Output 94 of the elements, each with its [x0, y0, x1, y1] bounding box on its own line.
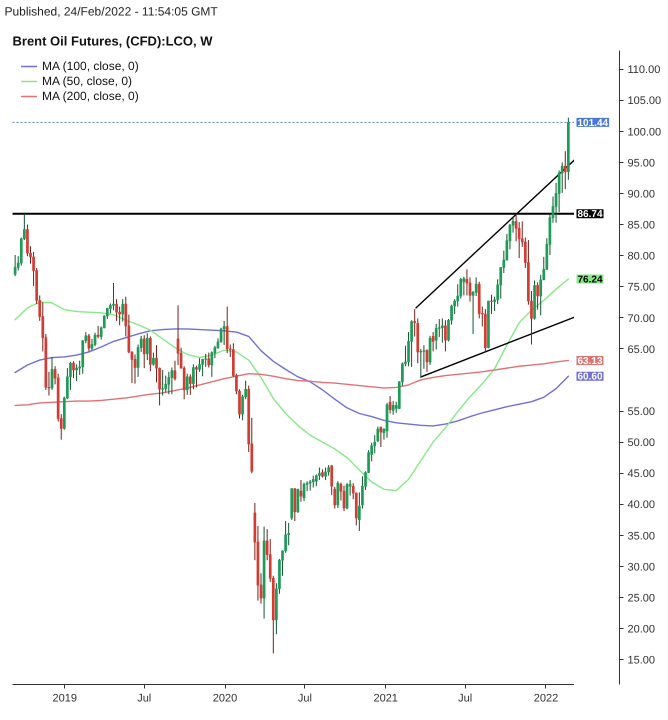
candlestick [170, 367, 174, 395]
candlestick [380, 426, 382, 448]
candlestick [207, 352, 210, 368]
y-tick-label: 65.00 [628, 344, 656, 356]
data-label: 63.13 [578, 356, 603, 367]
x-tick-label: 2019 [52, 692, 77, 704]
line-series [14, 328, 570, 427]
candlestick [134, 354, 136, 384]
candlestick [419, 348, 422, 379]
candlestick [388, 396, 392, 414]
y-tick-label: 75.00 [628, 282, 656, 294]
y-tick-label: 15.00 [628, 654, 656, 667]
legend-label: MA (100, close, 0) [42, 59, 139, 73]
candlestick [96, 325, 100, 339]
y-tick-label: 70.00 [628, 312, 656, 325]
x-tick-label: Jul [458, 692, 472, 704]
candlestick [444, 320, 447, 352]
candlestick [462, 276, 466, 296]
candlestick [14, 254, 16, 277]
candlestick [186, 373, 189, 396]
candlestick [161, 369, 164, 396]
y-tick-label: 45.00 [628, 468, 656, 480]
candlestick [440, 318, 444, 344]
y-tick-label: 20.00 [628, 624, 656, 636]
y-tick-label: 25.00 [628, 592, 656, 604]
candlestick [536, 282, 539, 310]
y-tick-label: 110.00 [628, 64, 660, 76]
line-series [14, 360, 570, 406]
candlestick [296, 488, 300, 514]
candlestick [428, 335, 432, 366]
candlestick [94, 332, 96, 347]
x-tick-label: 2022 [534, 692, 558, 704]
candlestick [434, 323, 438, 350]
candlestick [410, 320, 413, 368]
y-tick-label: 95.00 [628, 157, 656, 170]
x-tick-label: Jul [137, 692, 152, 704]
candlestick [152, 352, 155, 366]
candlestick [192, 364, 195, 390]
candlestick [392, 400, 395, 416]
y-tick-label: 85.00 [628, 220, 656, 232]
chart-title: Brent Oil Futures, (CFD):LCO, W [12, 34, 214, 48]
candlestick [176, 304, 180, 366]
candlestick [226, 306, 229, 354]
y-tick-label: 80.00 [628, 250, 656, 263]
y-tick-label: 55.00 [628, 406, 656, 418]
text: Published, 24/Feb/2022 - 11:54:05 GMT [4, 4, 218, 18]
candlestick [75, 364, 78, 382]
y-tick-label: 100.00 [628, 126, 662, 138]
candlestick [174, 360, 176, 382]
candlestick [342, 485, 346, 512]
candlestick [115, 298, 118, 322]
candlestick [346, 482, 348, 510]
candlestick [195, 365, 198, 388]
candlestick [324, 467, 327, 481]
candlestick [167, 371, 170, 395]
candlestick [204, 353, 208, 368]
candlestick [327, 464, 330, 476]
candlestick [50, 356, 54, 390]
candlestick [201, 358, 204, 377]
x-tick-label: Jul [298, 692, 312, 704]
ref-line-label: 86.74 [578, 209, 603, 220]
candlestick [432, 332, 434, 352]
candlestick [312, 475, 315, 488]
candlestick [112, 282, 115, 311]
candlestick [142, 334, 146, 369]
candlestick [72, 360, 75, 379]
y-tick-label: 105.00 [628, 95, 662, 108]
candlestick [336, 480, 340, 508]
candlestick [302, 482, 306, 502]
candlestick [146, 332, 149, 361]
x-tick-label: 2020 [212, 692, 238, 704]
y-tick-label: 35.00 [628, 530, 656, 542]
candlestick [121, 298, 124, 322]
line-series [14, 278, 570, 492]
y-tick-label: 40.00 [628, 499, 656, 512]
y-tick-label: 30.00 [628, 561, 656, 574]
y-tick-label: 90.00 [628, 188, 656, 200]
candlestick [564, 150, 567, 190]
candlestick [188, 374, 192, 396]
candlestick [222, 320, 226, 346]
legend-label: MA (50, close, 0) [42, 74, 132, 88]
data-label: 60.60 [578, 372, 603, 383]
candlestick [198, 358, 201, 372]
candlestick [300, 480, 302, 502]
x-tick-label: 2021 [373, 692, 398, 704]
legend-label: MA (200, close, 0) [42, 89, 139, 103]
candlestick [308, 480, 312, 492]
data-label: 76.24 [578, 274, 603, 286]
candlestick [293, 488, 296, 522]
y-tick-label: 50.00 [628, 437, 656, 450]
candlestick [490, 294, 493, 315]
candlestick [426, 348, 428, 372]
ref-line-label: 101.44 [578, 118, 609, 129]
candlestick [88, 333, 90, 352]
